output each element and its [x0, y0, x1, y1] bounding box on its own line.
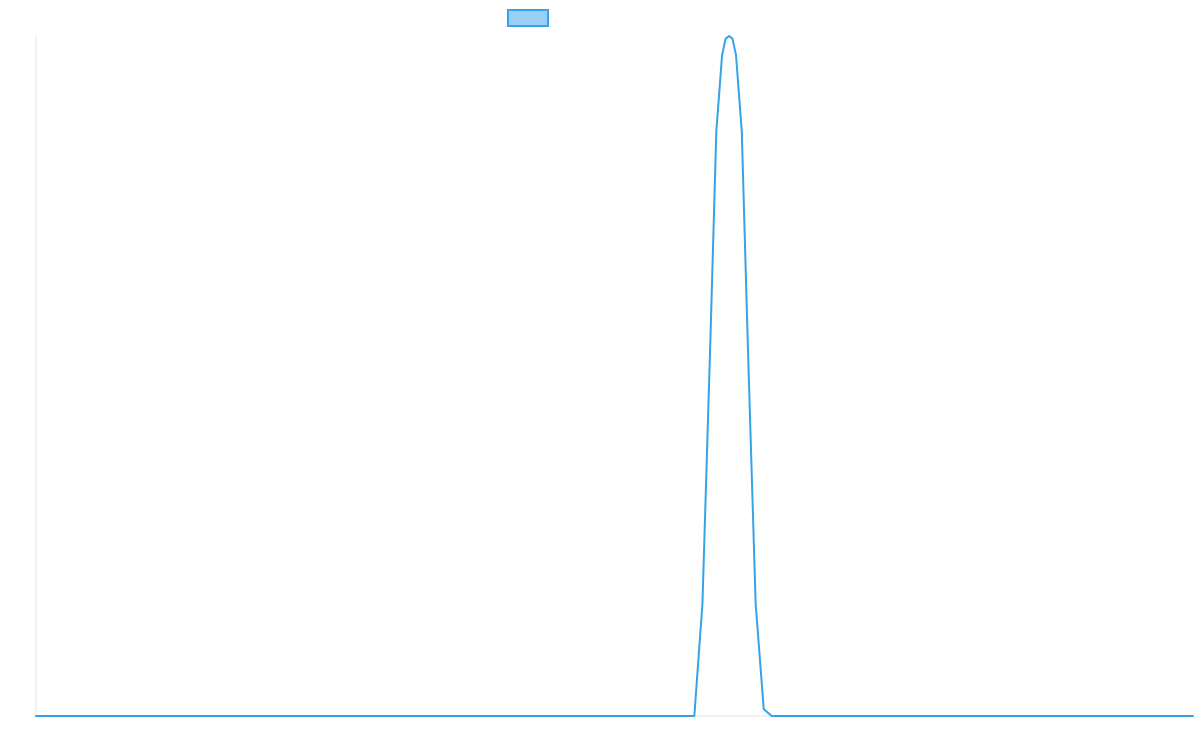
series-line-0: [35, 35, 1194, 717]
series-layer: [35, 35, 1194, 717]
legend-swatch-0[interactable]: [507, 9, 549, 27]
legend[interactable]: [507, 9, 549, 27]
axes: [35, 36, 1193, 717]
